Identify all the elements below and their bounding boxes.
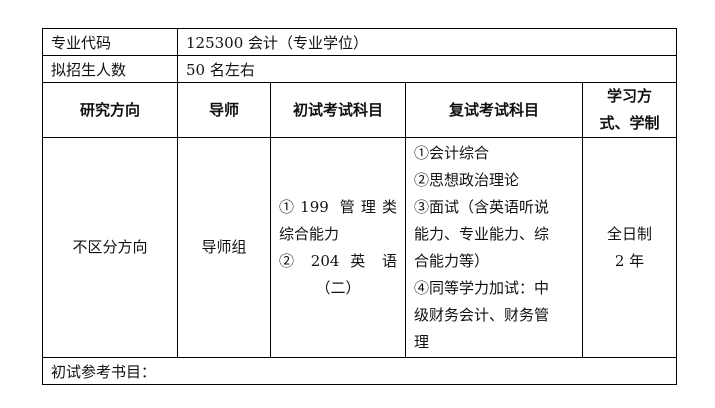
table-row: 不区分方向 导师组 ①199 管理类 综合能力 ② 204 英 语 （二） ①会… <box>42 137 678 358</box>
retest-line: 理 <box>414 332 430 351</box>
enrollment-row: 拟招生人数 50 名左右 <box>42 55 678 83</box>
retest-line: ③面试（含英语听说 <box>414 197 550 216</box>
header-retest: 复试考试科目 <box>405 82 583 138</box>
initial-exam-line: ② 204 英 语 <box>279 251 397 270</box>
retest-cell: ①会计综合 ②思想政治理论 ③面试（含英语听说 能力、专业能力、综 合能力等） … <box>405 137 583 358</box>
retest-line: 能力、专业能力、综 <box>414 224 550 243</box>
header-study-mode-line: 式、学制 <box>599 114 660 132</box>
study-mode-line: 全日制 <box>607 224 653 243</box>
header-study-mode: 学习方 式、学制 <box>581 82 678 138</box>
study-mode-cell: 全日制 2 年 <box>581 137 678 358</box>
header-row: 研究方向 导师 初试考试科目 复试考试科目 学习方 式、学制 <box>42 82 678 138</box>
retest-line: ④同等学力加试：中 <box>414 278 550 297</box>
major-code-value: 125300 会计（专业学位） <box>176 28 678 56</box>
reference-books-row: 初试参考书目： <box>41 357 678 385</box>
header-advisor: 导师 <box>177 82 271 138</box>
major-code-label: 专业代码 <box>42 28 178 56</box>
initial-exam-line: ①199 管理类 <box>279 197 397 216</box>
retest-line: ①会计综合 <box>414 143 490 162</box>
initial-exam-cell: ①199 管理类 综合能力 ② 204 英 语 （二） <box>270 137 406 358</box>
header-initial-exam: 初试考试科目 <box>270 82 406 138</box>
retest-line: 级财务会计、财务管 <box>414 305 550 324</box>
direction-cell: 不区分方向 <box>42 137 178 358</box>
major-code-row: 专业代码 125300 会计（专业学位） <box>42 28 678 56</box>
reference-books-label: 初试参考书目： <box>41 357 678 385</box>
enrollment-value: 50 名左右 <box>176 55 678 83</box>
initial-exam-line: （二） <box>315 278 361 297</box>
advisor-cell: 导师组 <box>177 137 271 358</box>
header-direction: 研究方向 <box>42 82 178 138</box>
header-study-mode-line: 学习方 <box>607 87 653 105</box>
initial-exam-line: 综合能力 <box>279 224 340 243</box>
retest-line: ②思想政治理论 <box>414 170 520 189</box>
program-info-table: 专业代码 125300 会计（专业学位） 拟招生人数 50 名左右 研究方向 导… <box>41 28 678 385</box>
enrollment-label: 拟招生人数 <box>42 55 178 83</box>
retest-line: 合能力等） <box>414 251 490 270</box>
study-mode-line: 2 年 <box>614 251 645 270</box>
